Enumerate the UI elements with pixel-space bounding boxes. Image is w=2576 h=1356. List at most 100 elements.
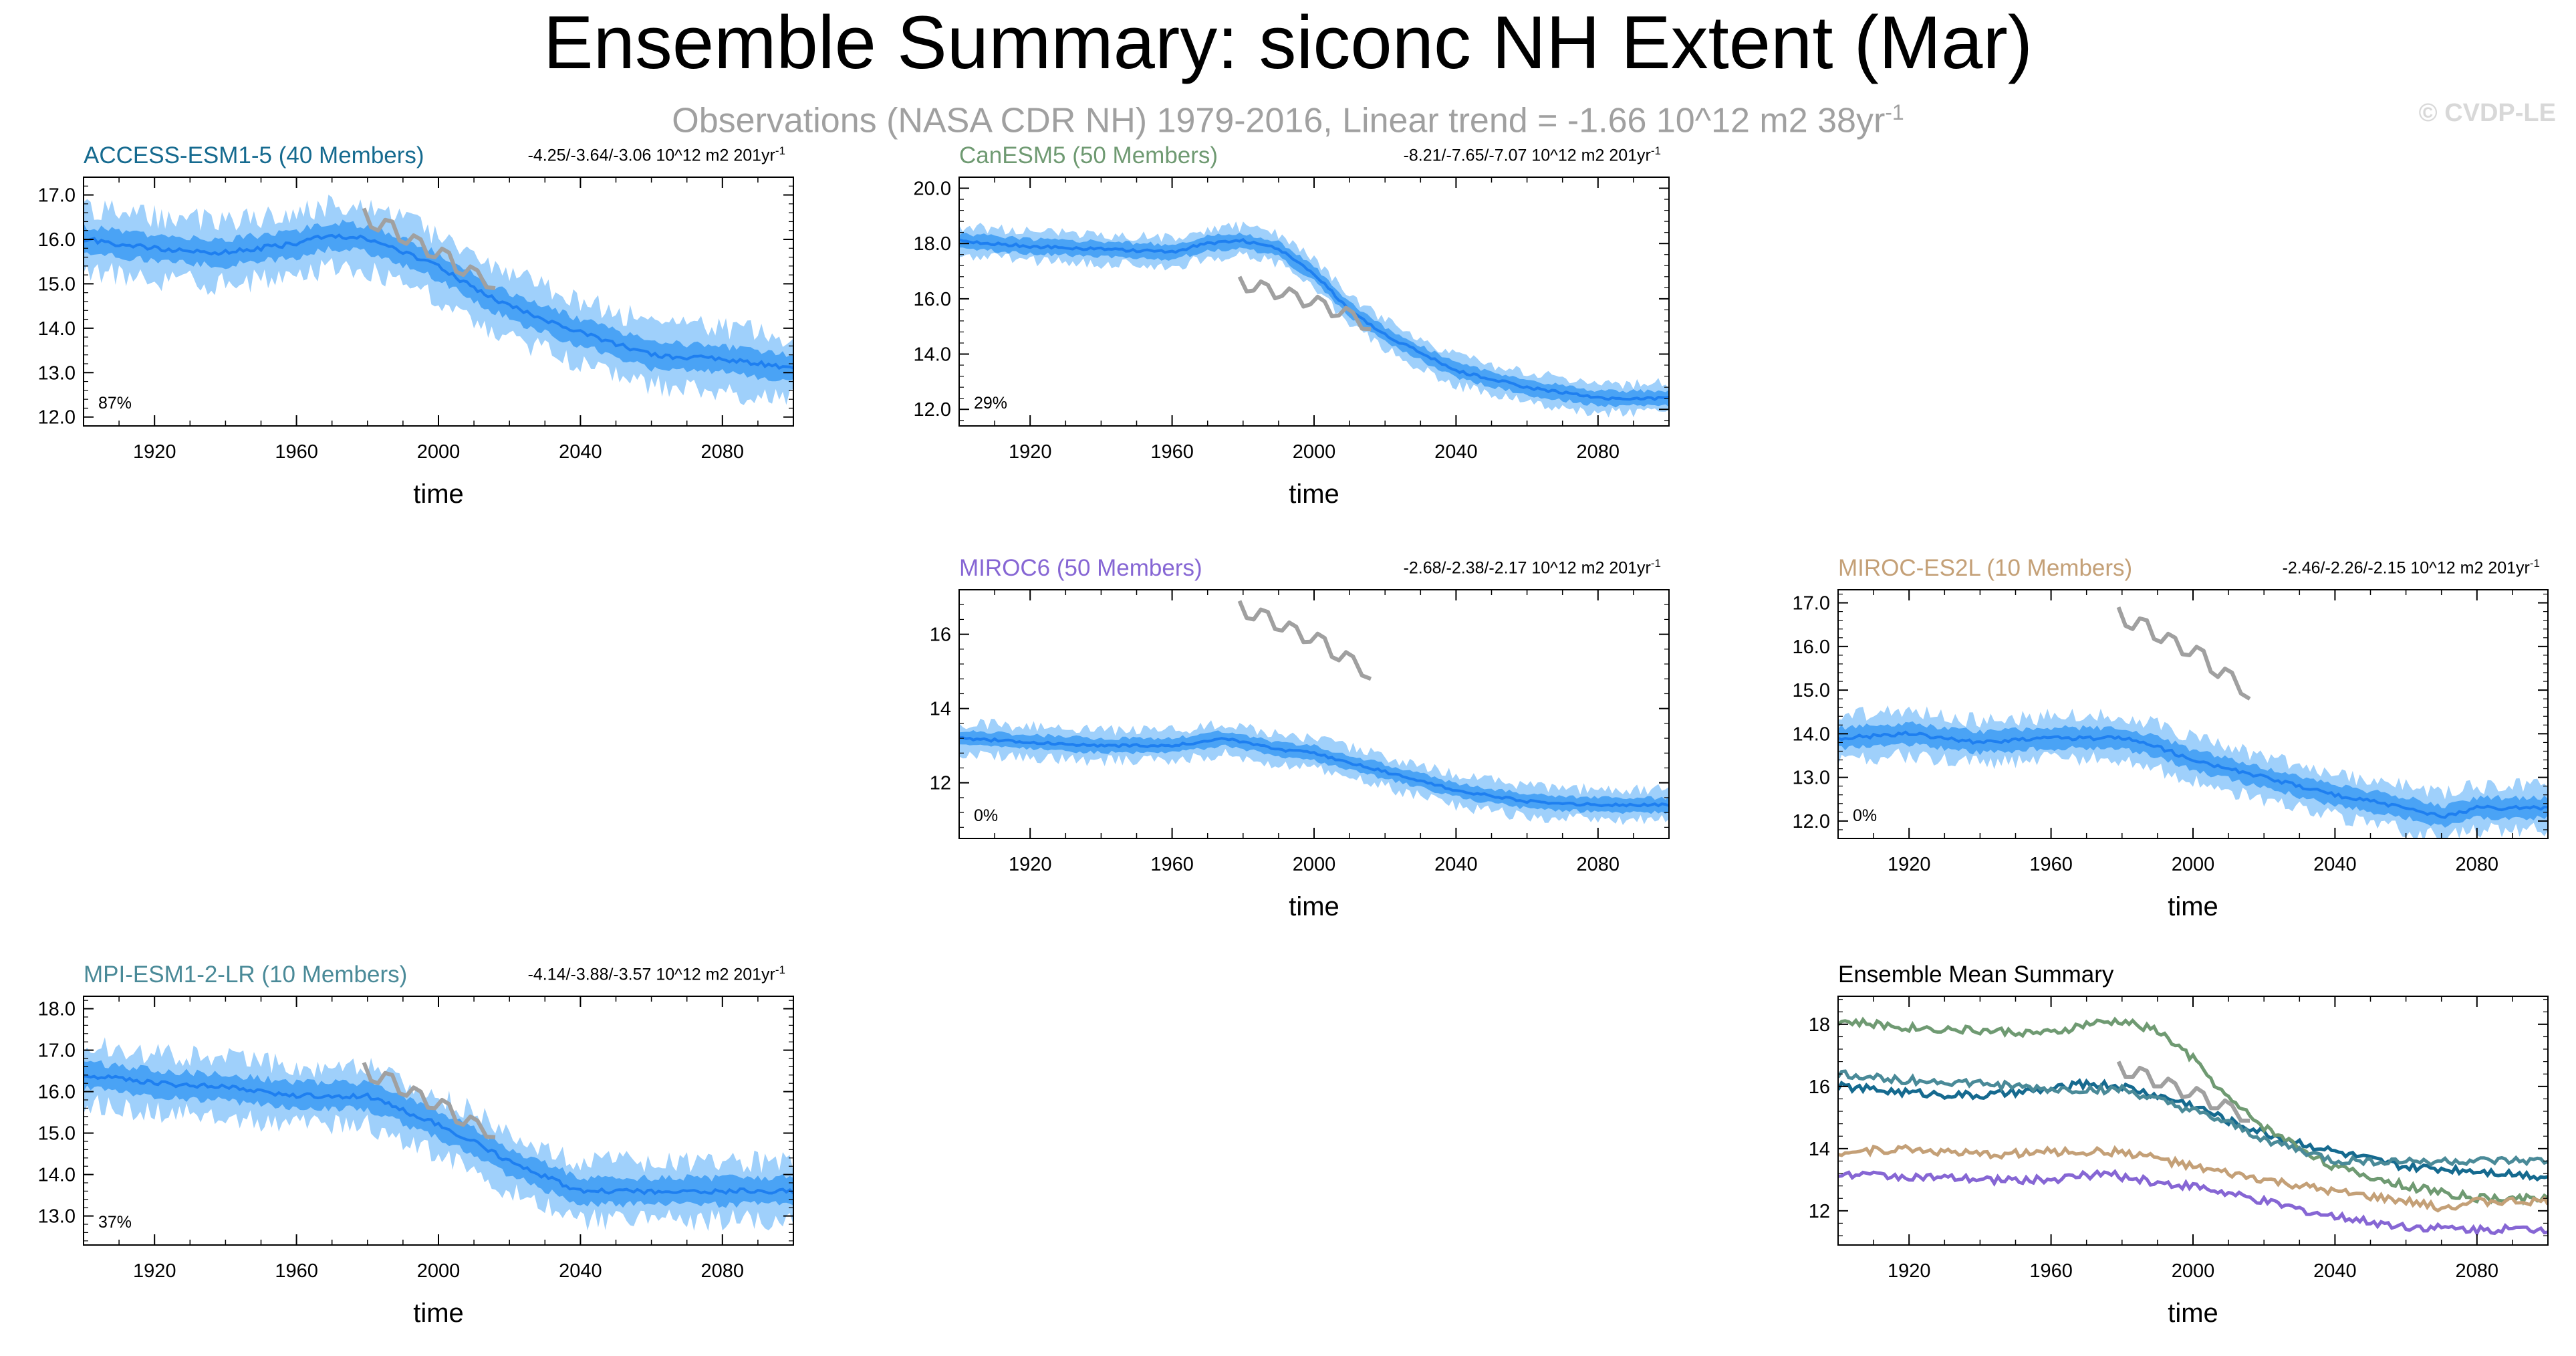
percent-label: 0% bbox=[974, 806, 999, 825]
figure-title: Ensemble Summary: siconc NH Extent (Mar) bbox=[543, 1, 2033, 84]
inner-spread-band bbox=[84, 1060, 793, 1208]
ensemble-mean-line bbox=[959, 237, 1669, 401]
x-tick-label: 2080 bbox=[2456, 854, 2499, 875]
y-tick-label: 14.0 bbox=[38, 318, 76, 340]
y-tick-label: 14.0 bbox=[1793, 723, 1830, 745]
observations-line bbox=[2116, 1060, 2250, 1123]
y-tick-label: 12 bbox=[930, 773, 951, 794]
series-line-3 bbox=[1838, 1143, 2548, 1213]
x-axis-title: time bbox=[413, 1298, 464, 1328]
trend-label: -8.21/-7.65/-7.07 10^12 m2 201yr-1 bbox=[1404, 145, 1661, 164]
y-tick-label: 17.0 bbox=[1793, 593, 1830, 614]
panel-title: MPI-ESM1-2-LR (10 Members) bbox=[84, 962, 408, 988]
x-axis-title: time bbox=[413, 479, 464, 509]
ensemble-mean-line bbox=[84, 233, 793, 370]
x-tick-label: 2080 bbox=[1577, 854, 1620, 875]
trend-exponent: -1 bbox=[775, 964, 785, 976]
y-tick-label: 16 bbox=[930, 625, 951, 646]
x-tick-label: 1960 bbox=[275, 1260, 318, 1282]
x-tick-label: 2000 bbox=[2172, 854, 2215, 875]
x-tick-label: 1920 bbox=[1888, 854, 1931, 875]
panel-title: Ensemble Mean Summary bbox=[1838, 962, 2114, 988]
y-tick-label: 15.0 bbox=[38, 1123, 76, 1145]
x-tick-label: 2040 bbox=[1434, 441, 1478, 463]
ensemble-mean-line bbox=[959, 736, 1669, 808]
panel-title: ACCESS-ESM1-5 (40 Members) bbox=[84, 142, 424, 168]
y-tick-label: 14 bbox=[930, 699, 951, 720]
plot-area bbox=[84, 1037, 793, 1232]
credit-watermark: © CVDP-LE bbox=[2418, 99, 2556, 127]
percent-label: 29% bbox=[974, 394, 1008, 413]
y-tick-label: 12 bbox=[1809, 1201, 1830, 1222]
y-tick-label: 16.0 bbox=[38, 1082, 76, 1103]
panel-title: MIROC6 (50 Members) bbox=[959, 555, 1202, 581]
y-tick-label: 18 bbox=[1809, 1014, 1830, 1036]
trend-exponent: -1 bbox=[1650, 557, 1661, 570]
percent-label: 87% bbox=[98, 394, 132, 413]
trend-label: -2.46/-2.26/-2.15 10^12 m2 201yr-1 bbox=[2283, 558, 2540, 576]
trend-text: -2.68/-2.38/-2.17 10^12 m2 201yr bbox=[1403, 558, 1651, 578]
x-tick-label: 1920 bbox=[133, 441, 176, 463]
observations-line bbox=[1237, 275, 1372, 332]
trend-exponent: -1 bbox=[1650, 144, 1661, 157]
trend-label: -4.14/-3.88/-3.57 10^12 m2 201yr-1 bbox=[528, 964, 785, 983]
x-tick-label: 2080 bbox=[701, 1260, 745, 1282]
x-tick-label: 2080 bbox=[701, 441, 745, 463]
trend-text: -8.21/-7.65/-7.07 10^12 m2 201yr bbox=[1403, 146, 1651, 165]
observations-subtitle-text: Observations (NASA CDR NH) 1979-2016, Li… bbox=[672, 101, 1886, 140]
trend-text: -4.14/-3.88/-3.57 10^12 m2 201yr bbox=[527, 965, 775, 984]
observations-line bbox=[1237, 600, 1372, 681]
inner-spread-band bbox=[959, 232, 1669, 408]
y-tick-label: 13.0 bbox=[38, 1206, 76, 1228]
percent-label: 0% bbox=[1853, 806, 1878, 825]
x-tick-label: 1920 bbox=[1009, 854, 1052, 875]
plot-area bbox=[959, 221, 1669, 418]
x-tick-label: 2000 bbox=[1293, 854, 1336, 875]
x-tick-label: 2000 bbox=[417, 1260, 461, 1282]
observations-line bbox=[362, 207, 496, 291]
y-tick-label: 14.0 bbox=[914, 344, 951, 366]
x-tick-label: 2000 bbox=[417, 441, 461, 463]
plot-area bbox=[84, 195, 793, 405]
y-tick-label: 16.0 bbox=[914, 289, 951, 310]
y-tick-label: 17.0 bbox=[38, 1040, 76, 1062]
outer-spread-band bbox=[959, 221, 1669, 418]
trend-label: -4.25/-3.64/-3.06 10^12 m2 201yr-1 bbox=[528, 145, 785, 164]
x-tick-label: 2000 bbox=[1293, 441, 1336, 463]
plot-area bbox=[1838, 1016, 2548, 1237]
trend-text: -4.25/-3.64/-3.06 10^12 m2 201yr bbox=[527, 146, 775, 165]
series-line-1 bbox=[1838, 1016, 2548, 1206]
y-tick-label: 20.0 bbox=[914, 179, 951, 200]
trend-exponent: -1 bbox=[775, 144, 785, 157]
x-tick-label: 2040 bbox=[1434, 854, 1478, 875]
x-tick-label: 1920 bbox=[1009, 441, 1052, 463]
x-tick-label: 1960 bbox=[275, 441, 318, 463]
y-tick-label: 17.0 bbox=[38, 185, 76, 207]
y-tick-label: 18.0 bbox=[914, 233, 951, 255]
trend-label: -2.68/-2.38/-2.17 10^12 m2 201yr-1 bbox=[1404, 558, 1661, 576]
inner-spread-band bbox=[84, 219, 793, 382]
panel-title: MIROC-ES2L (10 Members) bbox=[1838, 555, 2133, 581]
y-tick-label: 15.0 bbox=[1793, 680, 1830, 701]
y-tick-label: 14 bbox=[1809, 1139, 1830, 1160]
x-tick-label: 2040 bbox=[2313, 1260, 2357, 1282]
observations-line bbox=[2116, 606, 2251, 701]
inner-spread-band bbox=[959, 730, 1669, 814]
series-line-2 bbox=[1838, 1169, 2548, 1237]
x-tick-label: 2080 bbox=[1577, 441, 1620, 463]
x-tick-label: 1960 bbox=[2029, 854, 2073, 875]
y-tick-label: 16.0 bbox=[38, 229, 76, 251]
x-axis-title: time bbox=[2168, 892, 2218, 921]
x-tick-label: 1960 bbox=[1150, 854, 1194, 875]
panel-title: CanESM5 (50 Members) bbox=[959, 142, 1218, 168]
ensemble-mean-line bbox=[1838, 730, 2548, 819]
series-line-4 bbox=[1838, 1069, 2548, 1167]
x-tick-label: 1920 bbox=[1888, 1260, 1931, 1282]
observations-subtitle: Observations (NASA CDR NH) 1979-2016, Li… bbox=[0, 102, 2576, 138]
x-tick-label: 2040 bbox=[2313, 854, 2357, 875]
